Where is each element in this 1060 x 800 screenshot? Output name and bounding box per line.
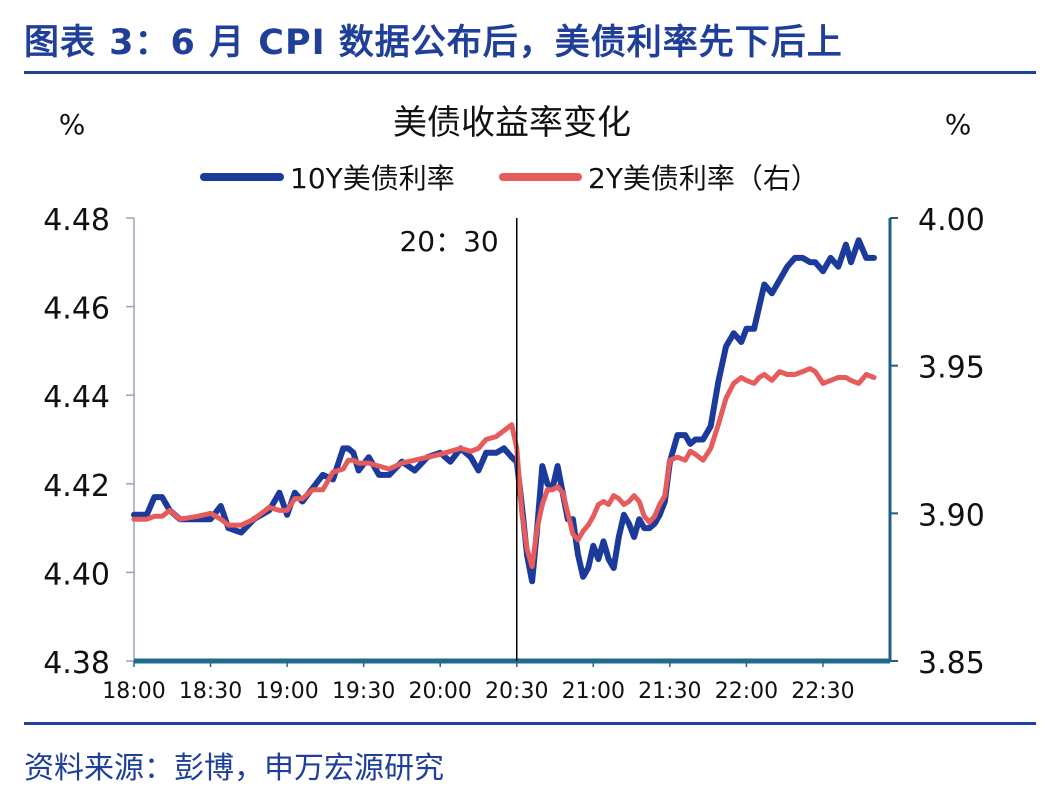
x-tick-label: 19:00: [255, 679, 318, 704]
figure-title: 图表 3：6 月 CPI 数据公布后，美债利率先下后上: [24, 23, 843, 63]
left-tick-label: 4.48: [43, 203, 110, 238]
title-rule: [24, 71, 1036, 74]
x-tick-label: 22:30: [791, 679, 854, 704]
x-tick-label: 22:00: [715, 679, 778, 704]
right-tick-label: 3.90: [918, 498, 985, 533]
left-tick-label: 4.44: [43, 380, 110, 415]
series-line-10y: [131, 237, 877, 585]
x-tick-label: 18:00: [102, 679, 165, 704]
x-tick-label: 19:30: [332, 679, 395, 704]
chart-title: 美债收益率变化: [393, 103, 631, 143]
plot-area: 20：30: [131, 218, 877, 661]
right-tick-label: 4.00: [918, 203, 985, 238]
right-axis-unit: %: [945, 108, 972, 141]
x-tick-label: 21:00: [562, 679, 625, 704]
left-tick-label: 4.46: [43, 292, 110, 327]
source-note: 资料来源：彭博，申万宏源研究: [24, 751, 444, 786]
x-tick-label: 20:30: [485, 679, 548, 704]
left-tick-label: 4.38: [43, 646, 110, 681]
right-tick-label: 3.95: [918, 351, 985, 386]
left-axis-unit: %: [59, 108, 86, 141]
annotation-label: 20：30: [399, 225, 498, 258]
right-tick-label: 3.85: [918, 646, 985, 681]
axes: 4.48 4.46 4.44 4.42 4.40 4.38 4.00 3.95 3.90 3.85…: [43, 203, 985, 704]
legend-label-2y: 2Y美债利率（右）: [588, 162, 819, 195]
line-chart: 美债收益率变化 % % 10Y美债利率 2Y美债利率（右） 4.484.464.…: [43, 103, 985, 704]
left-tick-label: 4.42: [43, 469, 110, 504]
legend-label-10y: 10Y美债利率: [290, 162, 455, 195]
source-rule: [24, 722, 1036, 725]
legend: 10Y美债利率 2Y美债利率（右）: [200, 162, 819, 195]
series-line-2y: [131, 366, 877, 569]
x-tick-label: 20:00: [409, 679, 472, 704]
left-tick-label: 4.40: [43, 557, 110, 592]
x-tick-label: 21:30: [638, 679, 701, 704]
x-tick-label: 18:30: [179, 679, 242, 704]
